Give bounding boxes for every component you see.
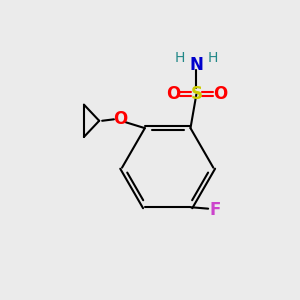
Text: S: S — [190, 85, 202, 103]
Text: H: H — [207, 51, 218, 65]
Text: H: H — [175, 51, 185, 65]
Text: O: O — [166, 85, 180, 103]
Text: N: N — [189, 56, 203, 74]
Text: O: O — [213, 85, 227, 103]
Text: F: F — [210, 201, 221, 219]
Text: O: O — [113, 110, 127, 128]
